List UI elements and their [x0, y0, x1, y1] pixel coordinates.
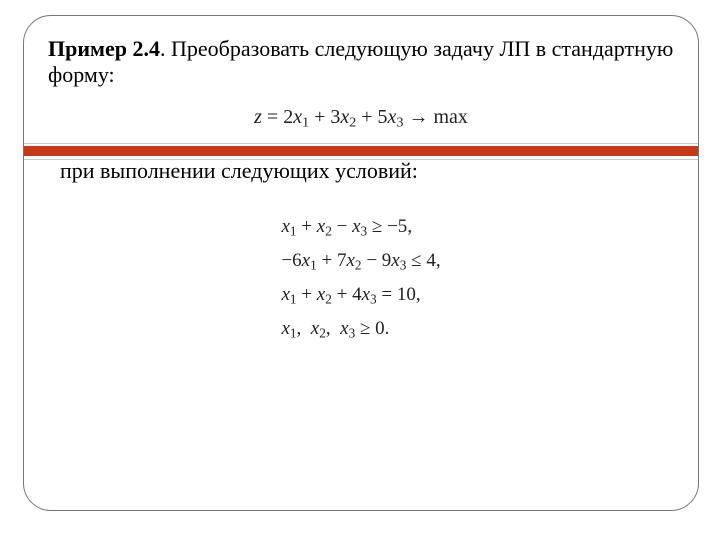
title-block: Пример 2.4. Преобразовать следующую зада…	[24, 16, 698, 98]
constraint-row: −6x1 + 7x2 − 9x3 ≤ 4,	[281, 244, 440, 278]
divider-hairline-top	[24, 143, 698, 144]
constraint-row: x1 + x2 + 4x3 = 10,	[281, 278, 440, 312]
constraints-block: x1 + x2 − x3 ≥ −5,−6x1 + 7x2 − 9x3 ≤ 4,x…	[281, 210, 440, 347]
nonneg-row: x1, x2, x3 ≥ 0.	[281, 312, 440, 346]
constraint-row: x1 + x2 − x3 ≥ −5,	[281, 210, 440, 244]
divider-hairline-bottom	[24, 159, 698, 160]
conditions-label: при выполнении следующих условий:	[24, 158, 698, 184]
objective-function: z = 2x1 + 3x2 + 5x3 → max	[24, 106, 698, 132]
objective-expression: z = 2x1 + 3x2 + 5x3 → max	[254, 106, 468, 128]
divider-band	[24, 146, 698, 156]
example-number: Пример 2.4	[48, 36, 160, 61]
slide-frame: Пример 2.4. Преобразовать следующую зада…	[23, 15, 699, 511]
